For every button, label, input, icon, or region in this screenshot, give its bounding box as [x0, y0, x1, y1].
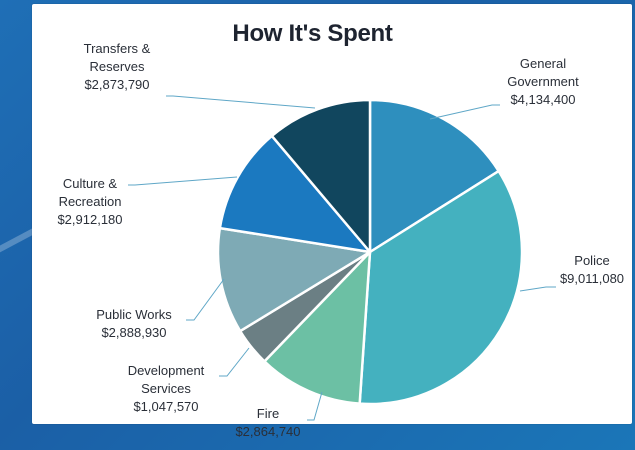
pie-slice-fire	[263, 250, 372, 405]
label-development-services-line2: Services	[141, 381, 191, 396]
label-development-services-line1: Development	[127, 363, 205, 378]
label-general-government-line2: Government	[507, 74, 579, 89]
label-culture-recreation-line1: Culture &	[62, 176, 118, 191]
pie-slice-police	[358, 169, 524, 406]
leader-line-fire	[307, 391, 323, 421]
label-fire-amount: $2,864,740	[235, 424, 301, 439]
label-general-government: General Government $4,134,400	[488, 55, 598, 109]
label-police-amount: $9,011,080	[559, 271, 625, 286]
label-transfers-reserves-line1: Transfers &	[83, 41, 151, 56]
leader-line-development-services	[219, 347, 250, 377]
label-transfers-reserves: Transfers & Reserves $2,873,790	[64, 40, 170, 94]
label-public-works-line1: Public Works	[96, 307, 172, 322]
label-culture-recreation: Culture & Recreation $2,912,180	[48, 175, 132, 229]
leader-line-public-works	[186, 278, 225, 321]
label-fire-line1: Fire	[256, 406, 280, 421]
label-development-services-amount: $1,047,570	[133, 399, 199, 414]
label-culture-recreation-amount: $2,912,180	[57, 212, 123, 227]
leader-line-police	[519, 286, 556, 292]
label-general-government-line1: General	[519, 56, 567, 71]
leader-line-general-government	[429, 104, 500, 120]
leader-line-transfers-reserves	[166, 95, 316, 109]
pie-slice-transfers-reserves	[270, 98, 372, 254]
label-culture-recreation-line2: Recreation	[58, 194, 122, 209]
leader-lines	[128, 95, 556, 421]
label-public-works-amount: $2,888,930	[101, 325, 167, 340]
leader-line-culture-recreation	[128, 176, 238, 186]
label-transfers-reserves-amount: $2,873,790	[84, 77, 150, 92]
label-development-services: Development Services $1,047,570	[116, 362, 216, 416]
label-police-line1: Police	[574, 253, 610, 268]
label-public-works: Public Works $2,888,930	[80, 306, 188, 342]
label-police: Police $9,011,080	[552, 252, 632, 288]
pie-slice-culture-recreation	[218, 134, 372, 254]
label-transfers-reserves-line2: Reserves	[89, 59, 145, 74]
pie-slice-public-works	[216, 226, 372, 333]
label-general-government-amount: $4,134,400	[510, 92, 576, 107]
pie-slices	[216, 98, 524, 406]
pie-slice-general-government	[368, 98, 500, 254]
chart-title: How It's Spent	[232, 20, 393, 47]
label-fire: Fire $2,864,740	[228, 405, 308, 441]
